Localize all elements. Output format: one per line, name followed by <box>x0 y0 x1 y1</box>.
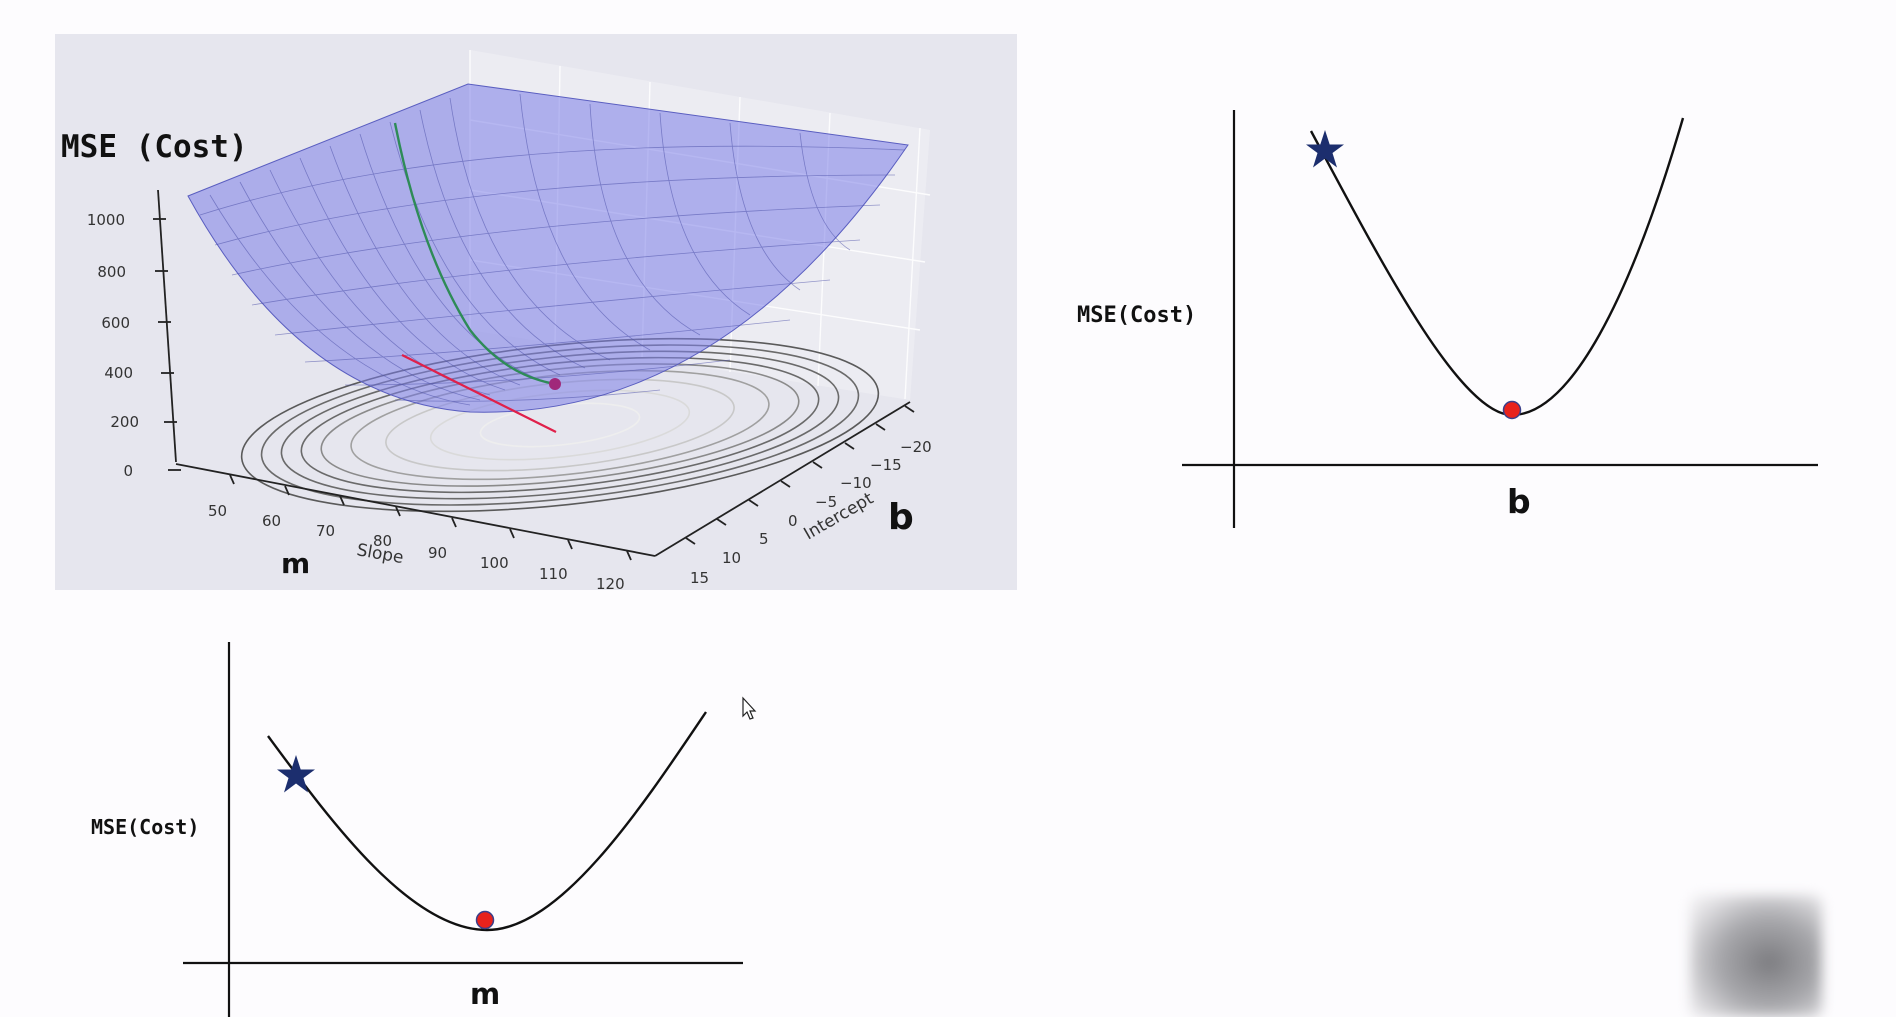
intercept-tick-0: 0 <box>788 512 798 530</box>
blurred-webcam-thumbnail <box>1690 895 1822 1017</box>
intercept-axis <box>654 401 915 557</box>
floor-contours <box>240 337 880 513</box>
z-tick-1000: 1000 <box>87 211 125 229</box>
intercept-tick-labels: 15 10 5 0 −5 −10 −15 −20 <box>690 438 932 587</box>
slope-tick-60: 60 <box>262 512 281 530</box>
b-cost-curve-panel: MSE(Cost) b <box>1077 110 1818 528</box>
slope-tick-50: 50 <box>208 502 227 520</box>
surface-plot-panel: 1000 800 600 400 200 0 MSE (Cost) 50 60 … <box>55 34 1017 593</box>
intercept-tick-minus-10: −10 <box>840 474 872 492</box>
slope-tick-100: 100 <box>480 554 509 572</box>
m-cost-curve <box>267 711 707 932</box>
mouse-cursor-icon <box>742 696 757 720</box>
cost-surface <box>187 83 909 413</box>
intercept-tick-minus-15: −15 <box>870 456 902 474</box>
surface-mesh <box>199 93 906 406</box>
z-tick-800: 800 <box>97 263 126 281</box>
slope-tick-80: 80 <box>373 532 392 550</box>
z-tick-labels: 1000 800 600 400 200 0 <box>87 211 139 480</box>
intercept-tick-minus-20: −20 <box>900 438 932 456</box>
b-curve-star-icon <box>1306 130 1344 168</box>
m-axis-label: m <box>281 547 310 580</box>
z-axis-title: MSE (Cost) <box>61 129 248 165</box>
m-cost-curve-panel: MSE(Cost) m <box>91 642 743 1017</box>
slope-tick-110: 110 <box>539 565 568 583</box>
m-curve-xlabel: m <box>470 977 500 1011</box>
z-axis <box>153 189 181 471</box>
z-tick-200: 200 <box>110 413 139 431</box>
m-curve-ylabel: MSE(Cost) <box>91 815 199 839</box>
slope-tick-120: 120 <box>596 575 625 593</box>
b-curve-xlabel: b <box>1507 482 1531 521</box>
b-cost-curve <box>1309 117 1685 417</box>
z-tick-400: 400 <box>104 364 133 382</box>
descent-path-green <box>393 122 556 386</box>
m-curve-star-icon <box>277 755 315 793</box>
slope-axis <box>175 463 656 561</box>
intercept-tick-15: 15 <box>690 569 709 587</box>
slope-tick-90: 90 <box>428 544 447 562</box>
slope-tick-labels: 50 60 70 80 90 100 110 120 <box>208 502 625 593</box>
b-axis-label: b <box>888 497 914 538</box>
slope-tick-70: 70 <box>316 522 335 540</box>
descent-path-red <box>401 354 557 433</box>
b-curve-ylabel: MSE(Cost) <box>1077 303 1196 328</box>
intercept-tick-5: 5 <box>759 530 769 548</box>
z-tick-600: 600 <box>101 314 130 332</box>
b-curve-red-dot-icon <box>1502 400 1522 420</box>
intercept-tick-minus-5: −5 <box>815 493 837 511</box>
m-curve-red-dot-icon <box>475 910 495 930</box>
z-tick-0: 0 <box>123 462 133 480</box>
minimum-point <box>549 378 561 390</box>
intercept-tick-10: 10 <box>722 549 741 567</box>
